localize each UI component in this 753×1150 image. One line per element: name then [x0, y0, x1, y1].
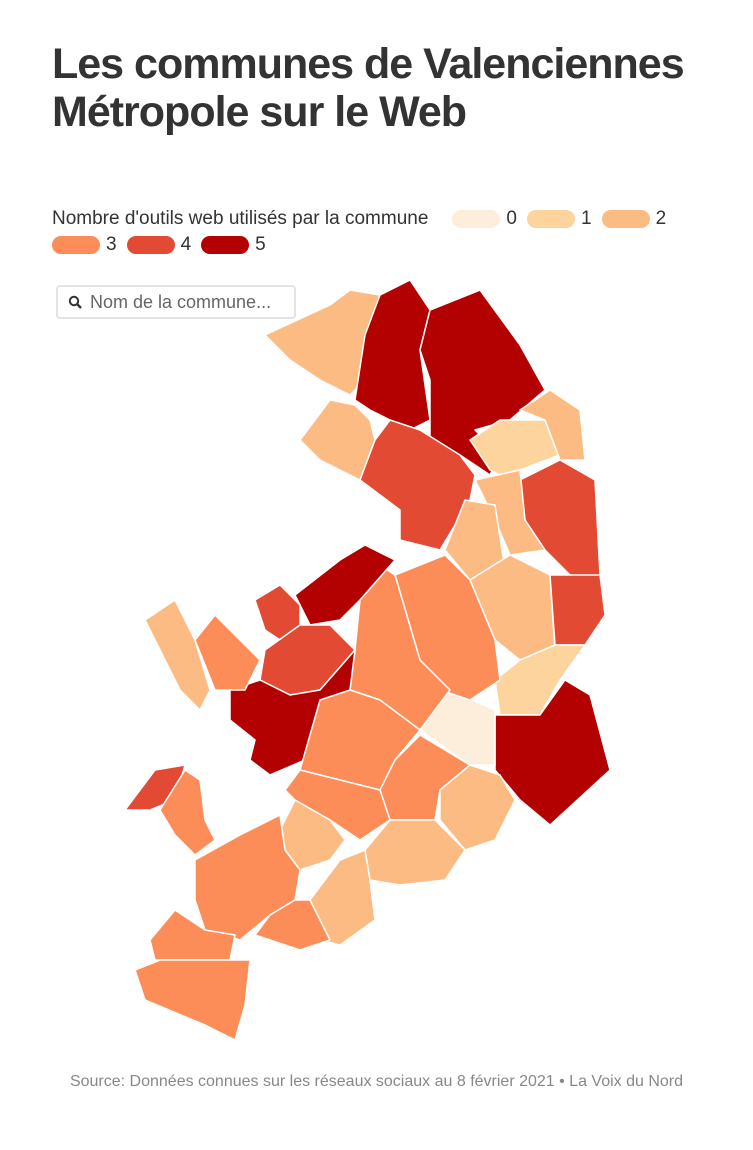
commune[interactable]	[254, 899, 331, 951]
commune[interactable]	[519, 389, 586, 461]
legend-label: 5	[255, 234, 266, 255]
legend-swatch	[201, 236, 250, 254]
commune[interactable]	[299, 399, 376, 481]
search-icon	[68, 295, 82, 309]
legend-item: 4	[126, 234, 192, 256]
commune[interactable]	[144, 599, 211, 711]
commune[interactable]	[194, 614, 261, 691]
legend-label: 0	[506, 208, 517, 229]
legend-item: 0	[452, 208, 517, 230]
legend-item: 5	[201, 234, 266, 256]
legend-swatch	[526, 210, 575, 228]
legend-item: 1	[526, 208, 592, 230]
legend-swatch	[601, 210, 650, 228]
legend-swatch	[452, 210, 501, 228]
commune[interactable]	[134, 959, 251, 1041]
legend: Nombre d'outils web utilisés par la comm…	[52, 208, 692, 256]
title: Les communes de Valenciennes Métropole s…	[52, 40, 685, 136]
legend-label: 3	[106, 234, 117, 255]
commune[interactable]	[519, 459, 601, 581]
search-placeholder: Nom de la commune...	[90, 291, 272, 312]
legend-item: 3	[52, 234, 117, 256]
source: Source: Données connues sur les réseaux …	[69, 1073, 684, 1090]
legend-title: Nombre d'outils web utilisés par la comm…	[52, 208, 429, 229]
legend-item: 2	[601, 208, 667, 230]
legend-label: 4	[180, 234, 192, 255]
legend-label: 1	[580, 208, 592, 229]
commune[interactable]	[294, 544, 396, 626]
legend-label: 2	[655, 208, 667, 229]
commune[interactable]	[359, 419, 476, 551]
legend-swatch	[126, 236, 175, 254]
commune[interactable]	[364, 819, 466, 886]
legend-swatch	[52, 236, 100, 254]
commune[interactable]	[549, 574, 606, 646]
commune[interactable]	[469, 419, 561, 476]
commune[interactable]	[159, 769, 216, 856]
commune[interactable]	[439, 764, 516, 851]
search-box[interactable]: Nom de la commune...	[56, 285, 296, 319]
